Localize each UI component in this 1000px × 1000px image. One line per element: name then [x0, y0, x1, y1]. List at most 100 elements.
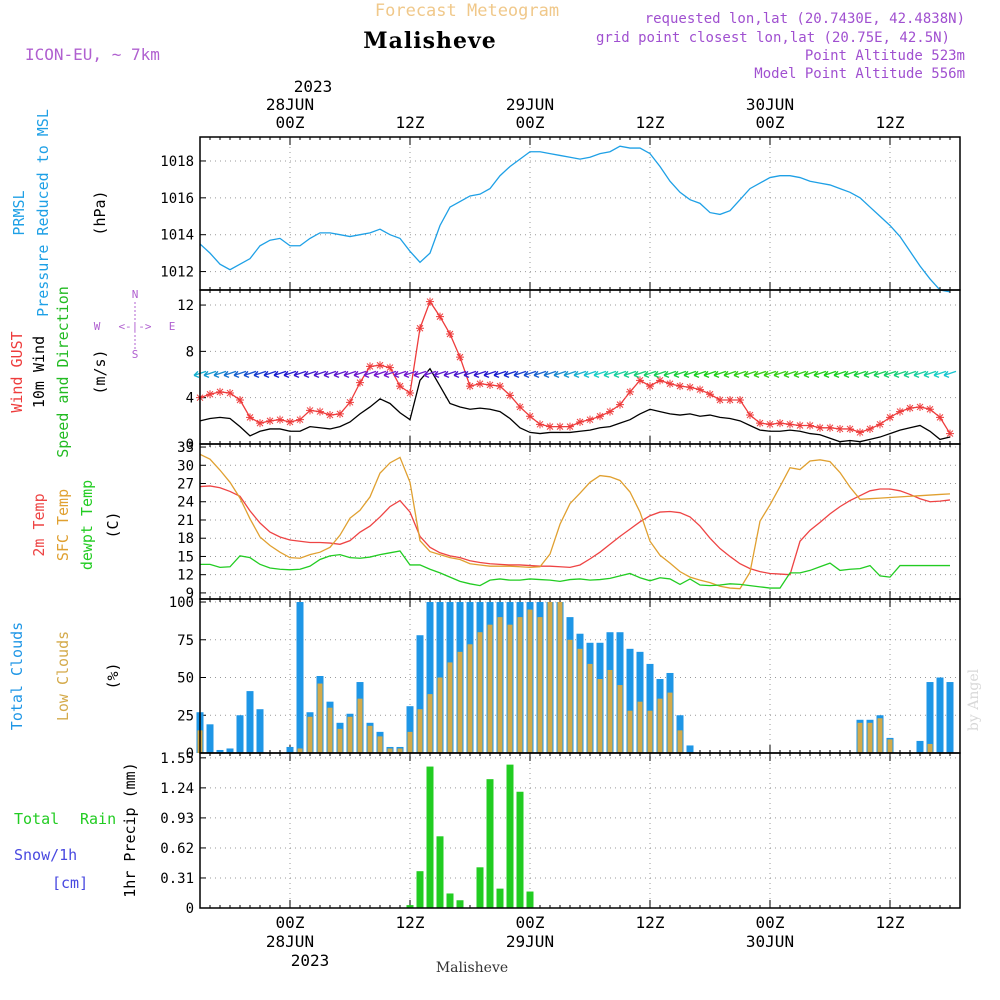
low-cloud-bar: [517, 617, 523, 753]
pressure-tick-label: 1012: [160, 265, 194, 281]
gust-marker: [506, 391, 514, 400]
wind-arrow: [663, 370, 677, 379]
temperature-sfc-temp-line: [199, 453, 951, 590]
gust-marker: [796, 421, 804, 430]
gust-marker: [686, 383, 694, 392]
wind-arrow: [823, 370, 837, 379]
total-cloud-bar: [416, 635, 424, 753]
top-year: 2023: [294, 77, 333, 96]
wind-arrow: [523, 370, 537, 379]
wind-panel: 0 4 8 12: [177, 289, 961, 453]
pressure-tick-label: 1016: [160, 191, 194, 207]
bottom-hour-label: 12Z: [876, 913, 905, 932]
side-labels: PRMSL Pressure Reduced to MSL (hPa) Wind GU…: [8, 109, 175, 898]
gust-marker: [766, 420, 774, 429]
low-cloud-bar: [617, 685, 623, 753]
wind-arrow: [253, 370, 267, 379]
wind-arrow: [633, 370, 647, 379]
low-cloud-bar: [867, 722, 873, 753]
bottom-hour-label: 12Z: [636, 913, 665, 932]
temperature-tick-label: 18: [177, 531, 194, 547]
wind-arrow: [853, 370, 867, 379]
total-cloud-bar: [236, 715, 244, 753]
gust-marker: [406, 389, 414, 398]
precip-total-label: Total: [14, 810, 59, 828]
bottom-date-label: 30JUN: [746, 932, 794, 951]
compass-n: N: [132, 288, 139, 301]
gust-marker: [236, 396, 244, 404]
pressure-panel: 1012 1014 1016 1018: [160, 136, 961, 293]
precip-tick-label: 0: [186, 901, 194, 917]
gust-marker: [476, 379, 484, 388]
compass-e: E: [169, 320, 176, 333]
wind-arrow: [903, 370, 917, 379]
wind-arrow: [863, 370, 877, 379]
wind-arrow: [713, 370, 727, 379]
wind-arrow: [493, 370, 507, 379]
low-cloud-bar: [607, 669, 613, 753]
precip-axis-label: 1hr Precip (mm): [121, 762, 139, 897]
low-cloud-bar: [557, 602, 563, 753]
temperature-tick-label: 27: [177, 477, 194, 493]
gust-marker: [456, 353, 464, 362]
wind-arrow: [833, 370, 847, 379]
precip-tick-label: 0.62: [160, 841, 194, 857]
low-cloud-bar: [457, 651, 463, 753]
panels-layer: 1012101410161018048129121518212427303302…: [160, 136, 961, 917]
gust-marker: [436, 312, 444, 321]
precip-tick-label: 1.24: [160, 781, 194, 797]
wind-arrow: [733, 370, 747, 379]
gust-marker: [606, 407, 614, 416]
gust-marker: [676, 382, 684, 391]
wind-arrow: [683, 370, 697, 379]
wind-arrow: [593, 370, 607, 379]
total-cloud-bar: [226, 748, 234, 753]
gust-marker: [546, 422, 554, 431]
wind-arrow: [803, 370, 817, 379]
clouds-tick-label: 50: [177, 671, 194, 687]
total-cloud-bar: [916, 740, 924, 753]
wind-arrow: [393, 370, 407, 379]
wind-arrow: [693, 370, 707, 379]
gust-marker: [376, 361, 384, 370]
requested-coords: requested lon,lat (20.7430E, 42.4838N): [645, 11, 965, 27]
pressure-unit: (hPa): [91, 190, 109, 235]
gust-marker: [526, 412, 534, 421]
low-cloud-bar: [657, 698, 663, 753]
gust-marker: [636, 376, 644, 385]
gust-marker: [736, 396, 744, 404]
wind-arrow: [553, 370, 567, 379]
wind-arrow: [503, 370, 517, 379]
wind-arrow: [583, 370, 597, 379]
low-cloud-bar: [407, 731, 413, 753]
total-cloud-bar: [926, 682, 934, 753]
temperature-tick-label: 9: [186, 586, 194, 602]
gust-marker: [286, 418, 294, 426]
low-cloud-bar: [537, 617, 543, 753]
wind-tick-label: 0: [186, 437, 194, 453]
top-date-label: 29JUN: [506, 95, 554, 114]
low-cloud-bar: [547, 602, 553, 753]
low-cloud-bar: [527, 609, 533, 753]
gust-marker: [586, 415, 594, 424]
wind-arrow: [613, 370, 627, 379]
wind-arrow: [303, 370, 317, 379]
wind-arrow: [773, 370, 787, 379]
total-cloud-bar: [436, 602, 444, 753]
wind-arrow: [603, 370, 617, 379]
gust-marker: [616, 400, 624, 409]
gust-marker: [886, 413, 894, 422]
total-cloud-bar: [646, 663, 654, 753]
precip-snow-label: Snow/1h: [14, 846, 77, 864]
gust-marker: [346, 398, 354, 407]
gust-marker: [656, 376, 664, 385]
wind-arrow: [723, 370, 737, 379]
gust-marker: [726, 396, 734, 404]
compass-w: W: [94, 320, 101, 333]
low-cloud-bar: [387, 748, 393, 753]
wind-arrow: [793, 370, 807, 379]
wind-arrow: [483, 370, 497, 379]
grid-point-coords: grid point closest lon,lat (20.75E, 42.5…: [596, 30, 950, 46]
pressure-tick-label: 1014: [160, 228, 194, 244]
